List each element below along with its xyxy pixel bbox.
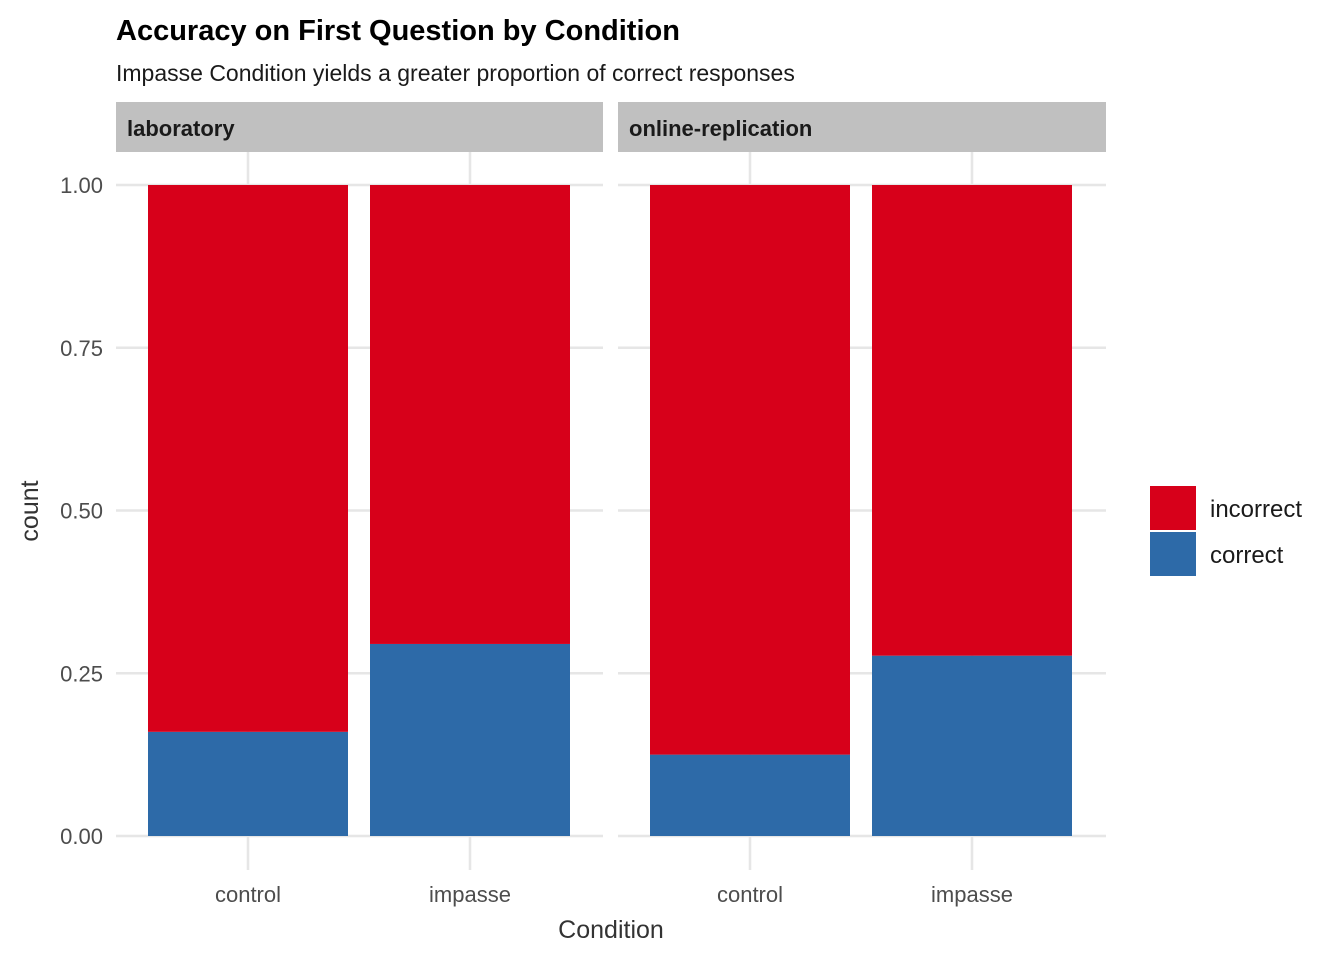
chart-subtitle: Impasse Condition yields a greater propo…	[116, 60, 795, 86]
bar-incorrect-control	[148, 185, 348, 732]
bar-incorrect-impasse	[370, 185, 570, 644]
bar-correct-control	[650, 754, 850, 836]
facet-panel-laboratory: laboratory control impasse	[116, 102, 603, 907]
x-axis-title: Condition	[558, 916, 664, 944]
y-axis-title: count	[16, 480, 44, 541]
y-axis-ticks: 0.00 0.25 0.50 0.75 1.00	[60, 173, 103, 849]
chart-title: Accuracy on First Question by Condition	[116, 15, 680, 47]
x-tick-label: impasse	[429, 882, 511, 907]
x-tick-label: control	[215, 882, 281, 907]
y-tick-label: 1.00	[60, 173, 103, 198]
bar-correct-impasse	[872, 655, 1072, 836]
legend: incorrect correct	[1150, 486, 1302, 576]
facet-strip	[618, 102, 1106, 152]
facet-strip-label: online-replication	[629, 116, 812, 141]
y-tick-label: 0.00	[60, 824, 103, 849]
legend-label-incorrect: incorrect	[1210, 496, 1302, 523]
facet-strip	[116, 102, 603, 152]
legend-key-incorrect	[1150, 486, 1196, 530]
bar-correct-impasse	[370, 643, 570, 836]
facet-strip-label: laboratory	[127, 116, 235, 141]
bar-correct-control	[148, 731, 348, 836]
bar-incorrect-impasse	[872, 185, 1072, 656]
x-tick-label: control	[717, 882, 783, 907]
y-tick-label: 0.25	[60, 661, 103, 686]
x-tick-label: impasse	[931, 882, 1013, 907]
facet-panel-online-replication: online-replication control impasse	[618, 102, 1106, 907]
bar-incorrect-control	[650, 185, 850, 755]
legend-key-correct	[1150, 532, 1196, 576]
y-tick-label: 0.75	[60, 336, 103, 361]
y-tick-label: 0.50	[60, 499, 103, 524]
legend-label-correct: correct	[1210, 542, 1284, 569]
